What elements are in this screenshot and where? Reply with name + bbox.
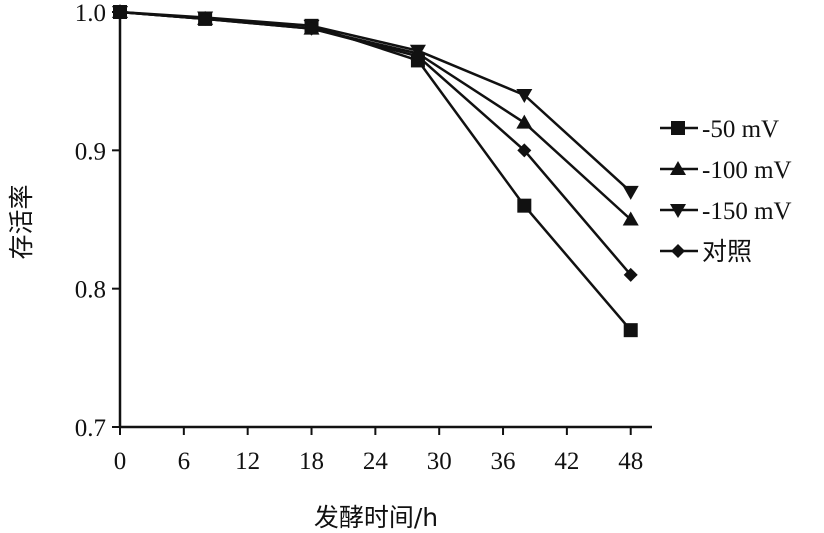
x-tick-label: 48 [618,448,643,475]
y-axis-label: 存活率 [7,184,36,259]
x-tick-label: 0 [114,448,127,475]
legend-label: 对照 [702,238,752,266]
legend-item: -150 mV [660,198,792,225]
legend-marker [670,204,686,218]
legend-item: -100 mV [660,157,792,184]
data-point [198,11,213,26]
x-tick-label: 12 [235,448,260,475]
legend-label: -150 mV [702,198,792,225]
series-1 [113,5,638,338]
legend-item: -50 mV [660,116,779,143]
x-axis-label: 发酵时间/h [314,503,438,532]
axes: 0 6 12 18 24 30 36 42 48 0.7 0.8 0.9 1.0 [75,0,652,475]
data-point [304,21,319,36]
series-line [119,10,632,332]
data-point [113,5,127,19]
x-tick-label: 24 [363,448,389,475]
x-tick-label: 18 [299,448,324,475]
data-point [622,211,639,226]
y-tick-label: 0.8 [75,277,106,304]
x-tick-label: 30 [427,448,452,475]
x-tick-label: 6 [178,448,191,475]
x-tick-label: 42 [554,448,579,475]
series-line [119,10,632,193]
data-point [623,267,638,282]
x-tick-label: 36 [491,448,516,475]
series-line [119,10,632,221]
legend-marker [670,161,686,175]
series-4 [113,5,638,282]
y-tick-label: 0.9 [75,138,106,165]
data-point [516,89,533,103]
legend-marker [671,244,685,258]
legend-label: -100 mV [702,157,792,184]
legend-marker [671,121,685,135]
legend-label: -50 mV [702,116,779,143]
data-point [517,198,532,213]
data-point [516,114,533,129]
data-point [622,185,639,200]
series-3 [112,6,639,200]
y-tick-label: 0.7 [75,415,106,442]
legend-item: 对照 [660,238,752,266]
legend: -50 mV -100 mV -150 mV 对照 [660,116,792,266]
data-point [623,323,638,338]
data-point [410,49,425,64]
series-layer [112,4,639,338]
y-tick-label: 1.0 [75,0,106,27]
series-line [119,10,632,276]
data-point [517,143,532,158]
